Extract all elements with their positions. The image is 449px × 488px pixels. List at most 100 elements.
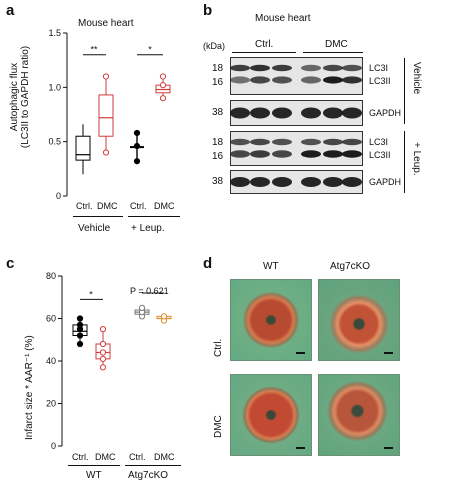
row-label-ctrl: Ctrl. xyxy=(213,338,224,357)
gapdh-band xyxy=(272,177,292,187)
data-point xyxy=(102,149,110,156)
panel-label-a: a xyxy=(6,2,15,19)
data-point xyxy=(133,129,141,137)
panel-label-d: d xyxy=(203,255,213,272)
xtick-c-1: Ctrl. xyxy=(72,452,89,462)
gapdh-band xyxy=(323,177,343,187)
data-point xyxy=(99,349,107,356)
lc3i-band xyxy=(323,64,343,72)
lc3ii-band xyxy=(301,150,321,158)
sig-star: * xyxy=(89,289,93,299)
y-tick-label: 60 xyxy=(46,314,56,324)
data-point xyxy=(102,73,110,80)
xtick-c-3: Ctrl. xyxy=(129,452,146,462)
data-point xyxy=(76,315,84,322)
group-label-leup: + Leup. xyxy=(131,223,165,234)
data-point xyxy=(76,332,84,339)
gapdh-band xyxy=(301,107,321,119)
lc3ii-band xyxy=(230,76,250,84)
data-point xyxy=(133,158,141,165)
data-point xyxy=(76,321,84,328)
y-tick-label: 40 xyxy=(46,356,56,366)
row-label-dmc: DMC xyxy=(213,415,224,438)
group-line-wt xyxy=(68,465,120,466)
xtick-a-2: DMC xyxy=(97,201,118,211)
data-point xyxy=(133,142,141,150)
lc3ii-band xyxy=(230,150,250,158)
lc3i-band xyxy=(250,138,270,146)
lc3i-band xyxy=(323,138,343,146)
mw-18-leup: 18 xyxy=(212,137,224,148)
blot-lc3-vehicle xyxy=(230,57,363,95)
y-tick-label: 20 xyxy=(46,399,56,409)
data-point xyxy=(99,326,107,333)
heart-section-ko-dmc xyxy=(318,374,400,456)
lc3ii-band xyxy=(342,150,362,158)
xtick-a-4: DMC xyxy=(154,201,175,211)
lc3ii-band xyxy=(323,150,343,158)
gapdh-band xyxy=(250,107,270,119)
lc3i-band xyxy=(272,138,292,146)
mw-16-leup: 16 xyxy=(212,151,224,162)
lane-label-ctrl: Ctrl. xyxy=(255,39,274,50)
sig-star: * xyxy=(148,45,152,55)
blot-lc3-leup xyxy=(230,131,363,166)
heart-section-ko-ctrl xyxy=(318,279,400,361)
lc3ii-band xyxy=(272,150,292,158)
lc3i-band xyxy=(342,64,362,72)
mw-16-vehicle: 16 xyxy=(212,77,224,88)
mw-38-leup: 38 xyxy=(212,176,224,187)
lc3i-band xyxy=(301,138,321,146)
panel-a-title: Mouse heart xyxy=(78,18,134,29)
dmc-lane-line xyxy=(303,52,363,53)
panel-b-title: Mouse heart xyxy=(255,13,311,24)
data-point xyxy=(99,355,107,362)
data-point xyxy=(99,340,107,348)
xtick-c-4: DMC xyxy=(154,452,175,462)
mw-38-vehicle: 38 xyxy=(212,107,224,118)
lc3ii-band xyxy=(272,76,292,84)
xtick-c-2: DMC xyxy=(95,452,116,462)
lc3i-band xyxy=(272,64,292,72)
bracket-vehicle xyxy=(404,58,405,124)
scale-bar xyxy=(296,447,305,449)
lane-label-dmc: DMC xyxy=(325,39,348,50)
mw-18-vehicle: 18 xyxy=(212,63,224,74)
pvalue-label: P = 0.621 xyxy=(130,286,169,296)
data-point xyxy=(76,340,84,348)
lc3ii-label-vehicle: LC3II xyxy=(369,76,391,86)
y-tick-label: 80 xyxy=(46,271,56,281)
gapdh-label-vehicle: GAPDH xyxy=(369,108,402,118)
data-point xyxy=(138,304,146,311)
data-point xyxy=(160,313,168,320)
lc3i-band xyxy=(250,64,270,72)
scale-bar xyxy=(296,352,305,354)
y-tick-label: 1.0 xyxy=(48,82,61,92)
gapdh-band xyxy=(230,177,250,187)
sig-star: ** xyxy=(90,45,98,55)
group-line-vehicle xyxy=(73,216,123,217)
group-line-leup xyxy=(128,216,180,217)
y-tick-label: 0 xyxy=(56,191,61,201)
group-line-ko xyxy=(125,465,181,466)
panel-label-b: b xyxy=(203,2,213,19)
data-point xyxy=(99,364,107,371)
y-tick-label: 1.5 xyxy=(48,28,61,38)
gapdh-label-leup: GAPDH xyxy=(369,177,402,187)
lc3ii-band xyxy=(301,76,321,84)
gapdh-band xyxy=(342,107,362,119)
col-label-wt: WT xyxy=(263,261,279,272)
y-tick-label: 0 xyxy=(51,441,56,451)
gapdh-band xyxy=(301,177,321,187)
gapdh-band xyxy=(323,107,343,119)
data-point xyxy=(159,95,167,102)
lc3i-band xyxy=(342,138,362,146)
ctrl-lane-line xyxy=(232,52,296,53)
gapdh-band xyxy=(230,107,250,119)
heart-section-wt-dmc xyxy=(230,374,312,456)
lc3i-band xyxy=(230,138,250,146)
lc3ii-band xyxy=(250,76,270,84)
group-label-vehicle: Vehicle xyxy=(78,223,111,234)
